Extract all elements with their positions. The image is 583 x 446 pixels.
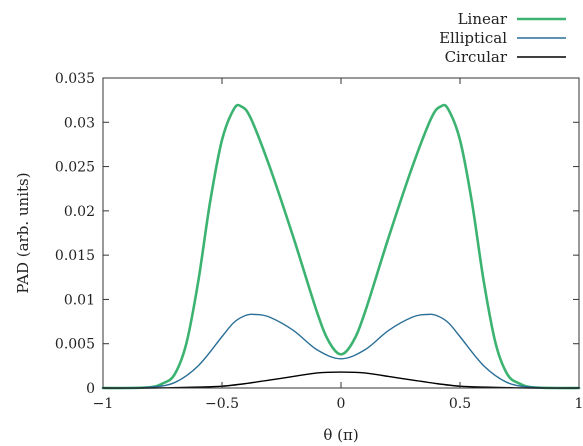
plot-frame	[102, 77, 580, 389]
x-axis-ticks: −1 −0.5 0 0.5 1	[93, 78, 583, 412]
y-tick-label: 0.005	[55, 337, 95, 353]
x-tick-label: 0	[337, 396, 346, 412]
series-line-elliptical	[102, 313, 580, 389]
x-tick-label: −0.5	[205, 396, 239, 412]
y-tick-label: 0.025	[55, 160, 95, 176]
legend-label-circular: Circular	[445, 48, 508, 66]
x-axis-label: θ (π)	[323, 426, 358, 444]
y-tick-label: 0.01	[64, 292, 95, 308]
legend-label-linear: Linear	[458, 10, 508, 28]
legend-label-elliptical: Elliptical	[439, 29, 507, 47]
y-tick-label: 0.035	[55, 71, 95, 87]
y-tick-label: 0.015	[55, 248, 95, 264]
x-tick-label: −1	[93, 396, 114, 412]
series-line-circular	[102, 371, 580, 389]
y-tick-label: 0.02	[64, 204, 95, 220]
y-axis-label: PAD (arb. units)	[14, 172, 32, 293]
y-tick-label: 0.03	[64, 115, 95, 131]
x-tick-label: 0.5	[449, 396, 471, 412]
series-lines	[101, 103, 581, 390]
x-tick-label: 1	[575, 396, 583, 412]
y-axis-ticks: 0 0.005 0.01 0.015 0.02 0.025 0.03 0.035	[55, 71, 579, 397]
y-tick-label: 0	[86, 381, 95, 397]
series-line-linear	[101, 103, 581, 390]
